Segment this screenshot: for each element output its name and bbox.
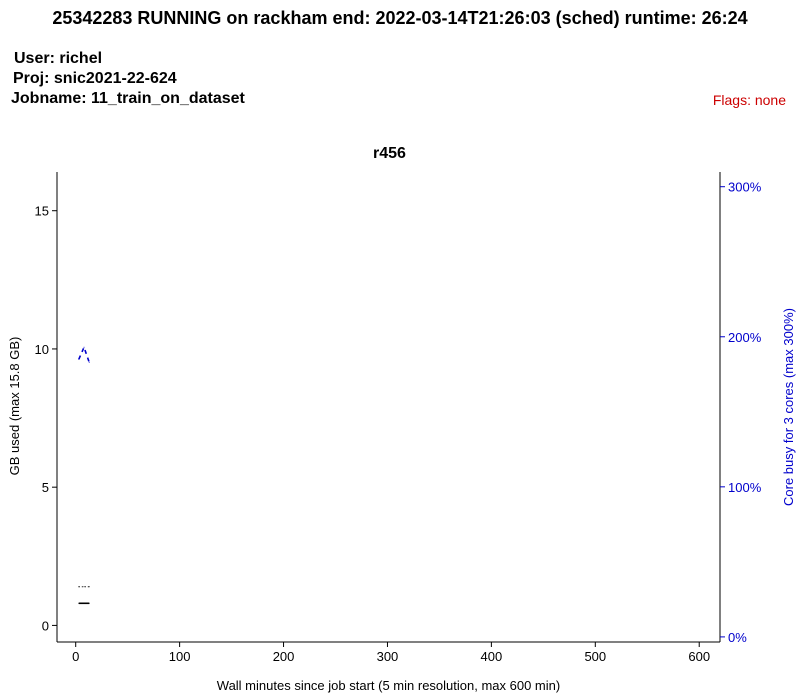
jobname-label: Jobname: 11_train_on_dataset <box>11 90 245 107</box>
x-tick-label: 100 <box>169 649 191 664</box>
y-tick-label: 0 <box>42 618 49 633</box>
data-point <box>83 346 85 348</box>
y-tick-label: 15 <box>35 204 49 219</box>
data-point <box>88 602 90 604</box>
x-tick-label: 500 <box>584 649 606 664</box>
x-tick-label: 300 <box>377 649 399 664</box>
y2-tick-label: 200% <box>728 330 762 345</box>
project-label: Proj: snic2021-22-624 <box>13 70 177 87</box>
data-point <box>88 361 90 363</box>
x-tick-label: 200 <box>273 649 295 664</box>
y-axis-label: GB used (max 15.8 GB) <box>7 337 22 476</box>
page-title: 25342283 RUNNING on rackham end: 2022-03… <box>52 8 748 28</box>
data-point <box>78 586 80 588</box>
x-tick-label: 400 <box>481 649 503 664</box>
data-point <box>78 602 80 604</box>
y2-tick-label: 100% <box>728 480 762 495</box>
series-line-2 <box>78 345 90 363</box>
y-tick-label: 5 <box>42 480 49 495</box>
y2-tick-label: 300% <box>728 180 762 195</box>
x-axis-label: Wall minutes since job start (5 min reso… <box>217 678 560 693</box>
y-tick-label: 10 <box>35 342 49 357</box>
data-point <box>83 602 85 604</box>
data-point <box>83 586 85 588</box>
x-tick-label: 600 <box>688 649 710 664</box>
data-point <box>78 358 80 360</box>
user-label: User: richel <box>14 50 103 67</box>
y2-axis-label: Core busy for 3 cores (max 300%) <box>781 308 796 506</box>
y2-tick-label: 0% <box>728 630 747 645</box>
flags-label: Flags: none <box>712 92 786 108</box>
data-point <box>88 586 90 588</box>
x-tick-label: 0 <box>72 649 79 664</box>
chart-title: r456 <box>373 145 406 162</box>
